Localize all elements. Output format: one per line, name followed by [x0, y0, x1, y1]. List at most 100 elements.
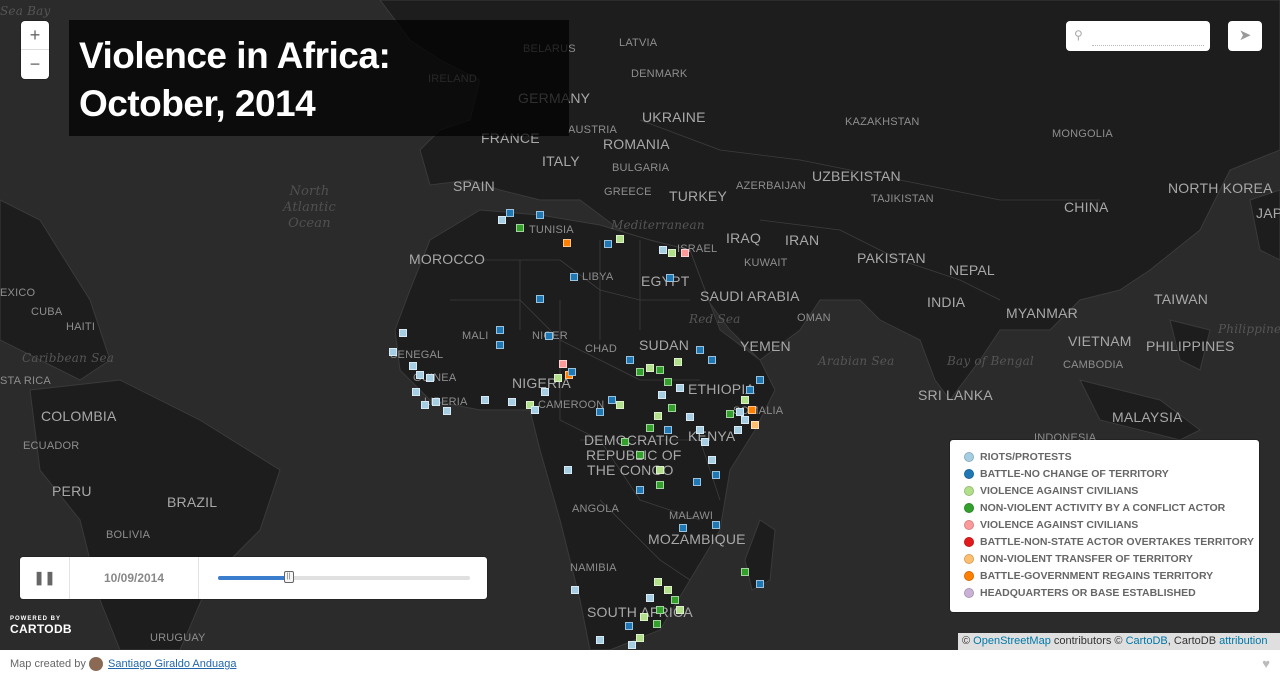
event-marker[interactable] [625, 622, 633, 630]
event-marker[interactable] [681, 249, 689, 257]
event-marker[interactable] [568, 368, 576, 376]
event-marker[interactable] [646, 594, 654, 602]
event-marker[interactable] [674, 358, 682, 366]
event-marker[interactable] [496, 326, 504, 334]
event-marker[interactable] [608, 396, 616, 404]
event-marker[interactable] [748, 406, 756, 414]
event-marker[interactable] [696, 426, 704, 434]
event-marker[interactable] [708, 456, 716, 464]
attribution-link[interactable]: attribution [1219, 635, 1268, 647]
osm-link[interactable]: OpenStreetMap [973, 635, 1051, 647]
event-marker[interactable] [626, 356, 634, 364]
event-marker[interactable] [658, 391, 666, 399]
event-marker[interactable] [751, 421, 759, 429]
event-marker[interactable] [653, 620, 661, 628]
event-marker[interactable] [571, 586, 579, 594]
map-canvas[interactable]: SPAINFRANCEGERMANYITALYUKRAINEROMANIATUR… [0, 0, 1280, 650]
event-marker[interactable] [756, 376, 764, 384]
event-marker[interactable] [628, 641, 636, 649]
event-marker[interactable] [664, 426, 672, 434]
event-marker[interactable] [668, 404, 676, 412]
event-marker[interactable] [676, 384, 684, 392]
event-marker[interactable] [664, 378, 672, 386]
event-marker[interactable] [646, 424, 654, 432]
pause-button[interactable]: ❚❚ [20, 557, 70, 599]
event-marker[interactable] [671, 596, 679, 604]
search-input[interactable] [1092, 27, 1204, 46]
event-marker[interactable] [679, 524, 687, 532]
author-link[interactable]: Santiago Giraldo Anduaga [108, 658, 237, 670]
event-marker[interactable] [596, 636, 604, 644]
event-marker[interactable] [536, 211, 544, 219]
event-marker[interactable] [736, 408, 744, 416]
event-marker[interactable] [668, 249, 676, 257]
event-marker[interactable] [421, 401, 429, 409]
cartodb-link[interactable]: CartoDB [1125, 635, 1168, 647]
event-marker[interactable] [636, 368, 644, 376]
event-marker[interactable] [389, 348, 397, 356]
event-marker[interactable] [741, 416, 749, 424]
event-marker[interactable] [426, 374, 434, 382]
event-marker[interactable] [666, 274, 674, 282]
event-marker[interactable] [708, 356, 716, 364]
event-marker[interactable] [563, 239, 571, 247]
event-marker[interactable] [481, 396, 489, 404]
event-marker[interactable] [531, 406, 539, 414]
event-marker[interactable] [646, 364, 654, 372]
event-marker[interactable] [659, 246, 667, 254]
event-marker[interactable] [726, 410, 734, 418]
event-marker[interactable] [636, 451, 644, 459]
event-marker[interactable] [545, 332, 553, 340]
event-marker[interactable] [621, 438, 629, 446]
event-marker[interactable] [508, 398, 516, 406]
event-marker[interactable] [756, 580, 764, 588]
event-marker[interactable] [498, 216, 506, 224]
timeline-slider[interactable]: || [218, 571, 470, 583]
event-marker[interactable] [554, 374, 562, 382]
event-marker[interactable] [654, 412, 662, 420]
event-marker[interactable] [741, 396, 749, 404]
event-marker[interactable] [506, 209, 514, 217]
event-marker[interactable] [712, 471, 720, 479]
zoom-out-button[interactable]: − [29, 54, 41, 74]
event-marker[interactable] [604, 240, 612, 248]
cartodb-logo[interactable]: POWERED BY CARTODB [10, 616, 72, 636]
event-marker[interactable] [693, 478, 701, 486]
event-marker[interactable] [696, 346, 704, 354]
event-marker[interactable] [496, 341, 504, 349]
event-marker[interactable] [701, 438, 709, 446]
heart-icon[interactable]: ♥ [1262, 656, 1270, 671]
event-marker[interactable] [686, 413, 694, 421]
event-marker[interactable] [399, 329, 407, 337]
event-marker[interactable] [640, 613, 648, 621]
event-marker[interactable] [559, 360, 567, 368]
event-marker[interactable] [432, 398, 440, 406]
event-marker[interactable] [636, 634, 644, 642]
event-marker[interactable] [416, 371, 424, 379]
event-marker[interactable] [570, 273, 578, 281]
event-marker[interactable] [664, 586, 672, 594]
event-marker[interactable] [526, 401, 534, 409]
event-marker[interactable] [564, 466, 572, 474]
event-marker[interactable] [654, 578, 662, 586]
event-marker[interactable] [656, 366, 664, 374]
zoom-in-button[interactable]: + [21, 21, 49, 50]
event-marker[interactable] [741, 568, 749, 576]
event-marker[interactable] [409, 362, 417, 370]
event-marker[interactable] [712, 521, 720, 529]
event-marker[interactable] [596, 408, 604, 416]
event-marker[interactable] [536, 295, 544, 303]
event-marker[interactable] [616, 235, 624, 243]
event-marker[interactable] [656, 481, 664, 489]
event-marker[interactable] [636, 486, 644, 494]
timeline-handle[interactable]: || [283, 571, 294, 583]
event-marker[interactable] [734, 426, 742, 434]
event-marker[interactable] [616, 401, 624, 409]
event-marker[interactable] [541, 388, 549, 396]
share-button[interactable]: ➤ [1228, 21, 1262, 51]
event-marker[interactable] [656, 606, 664, 614]
event-marker[interactable] [676, 606, 684, 614]
event-marker[interactable] [443, 407, 451, 415]
event-marker[interactable] [516, 224, 524, 232]
event-marker[interactable] [412, 388, 420, 396]
